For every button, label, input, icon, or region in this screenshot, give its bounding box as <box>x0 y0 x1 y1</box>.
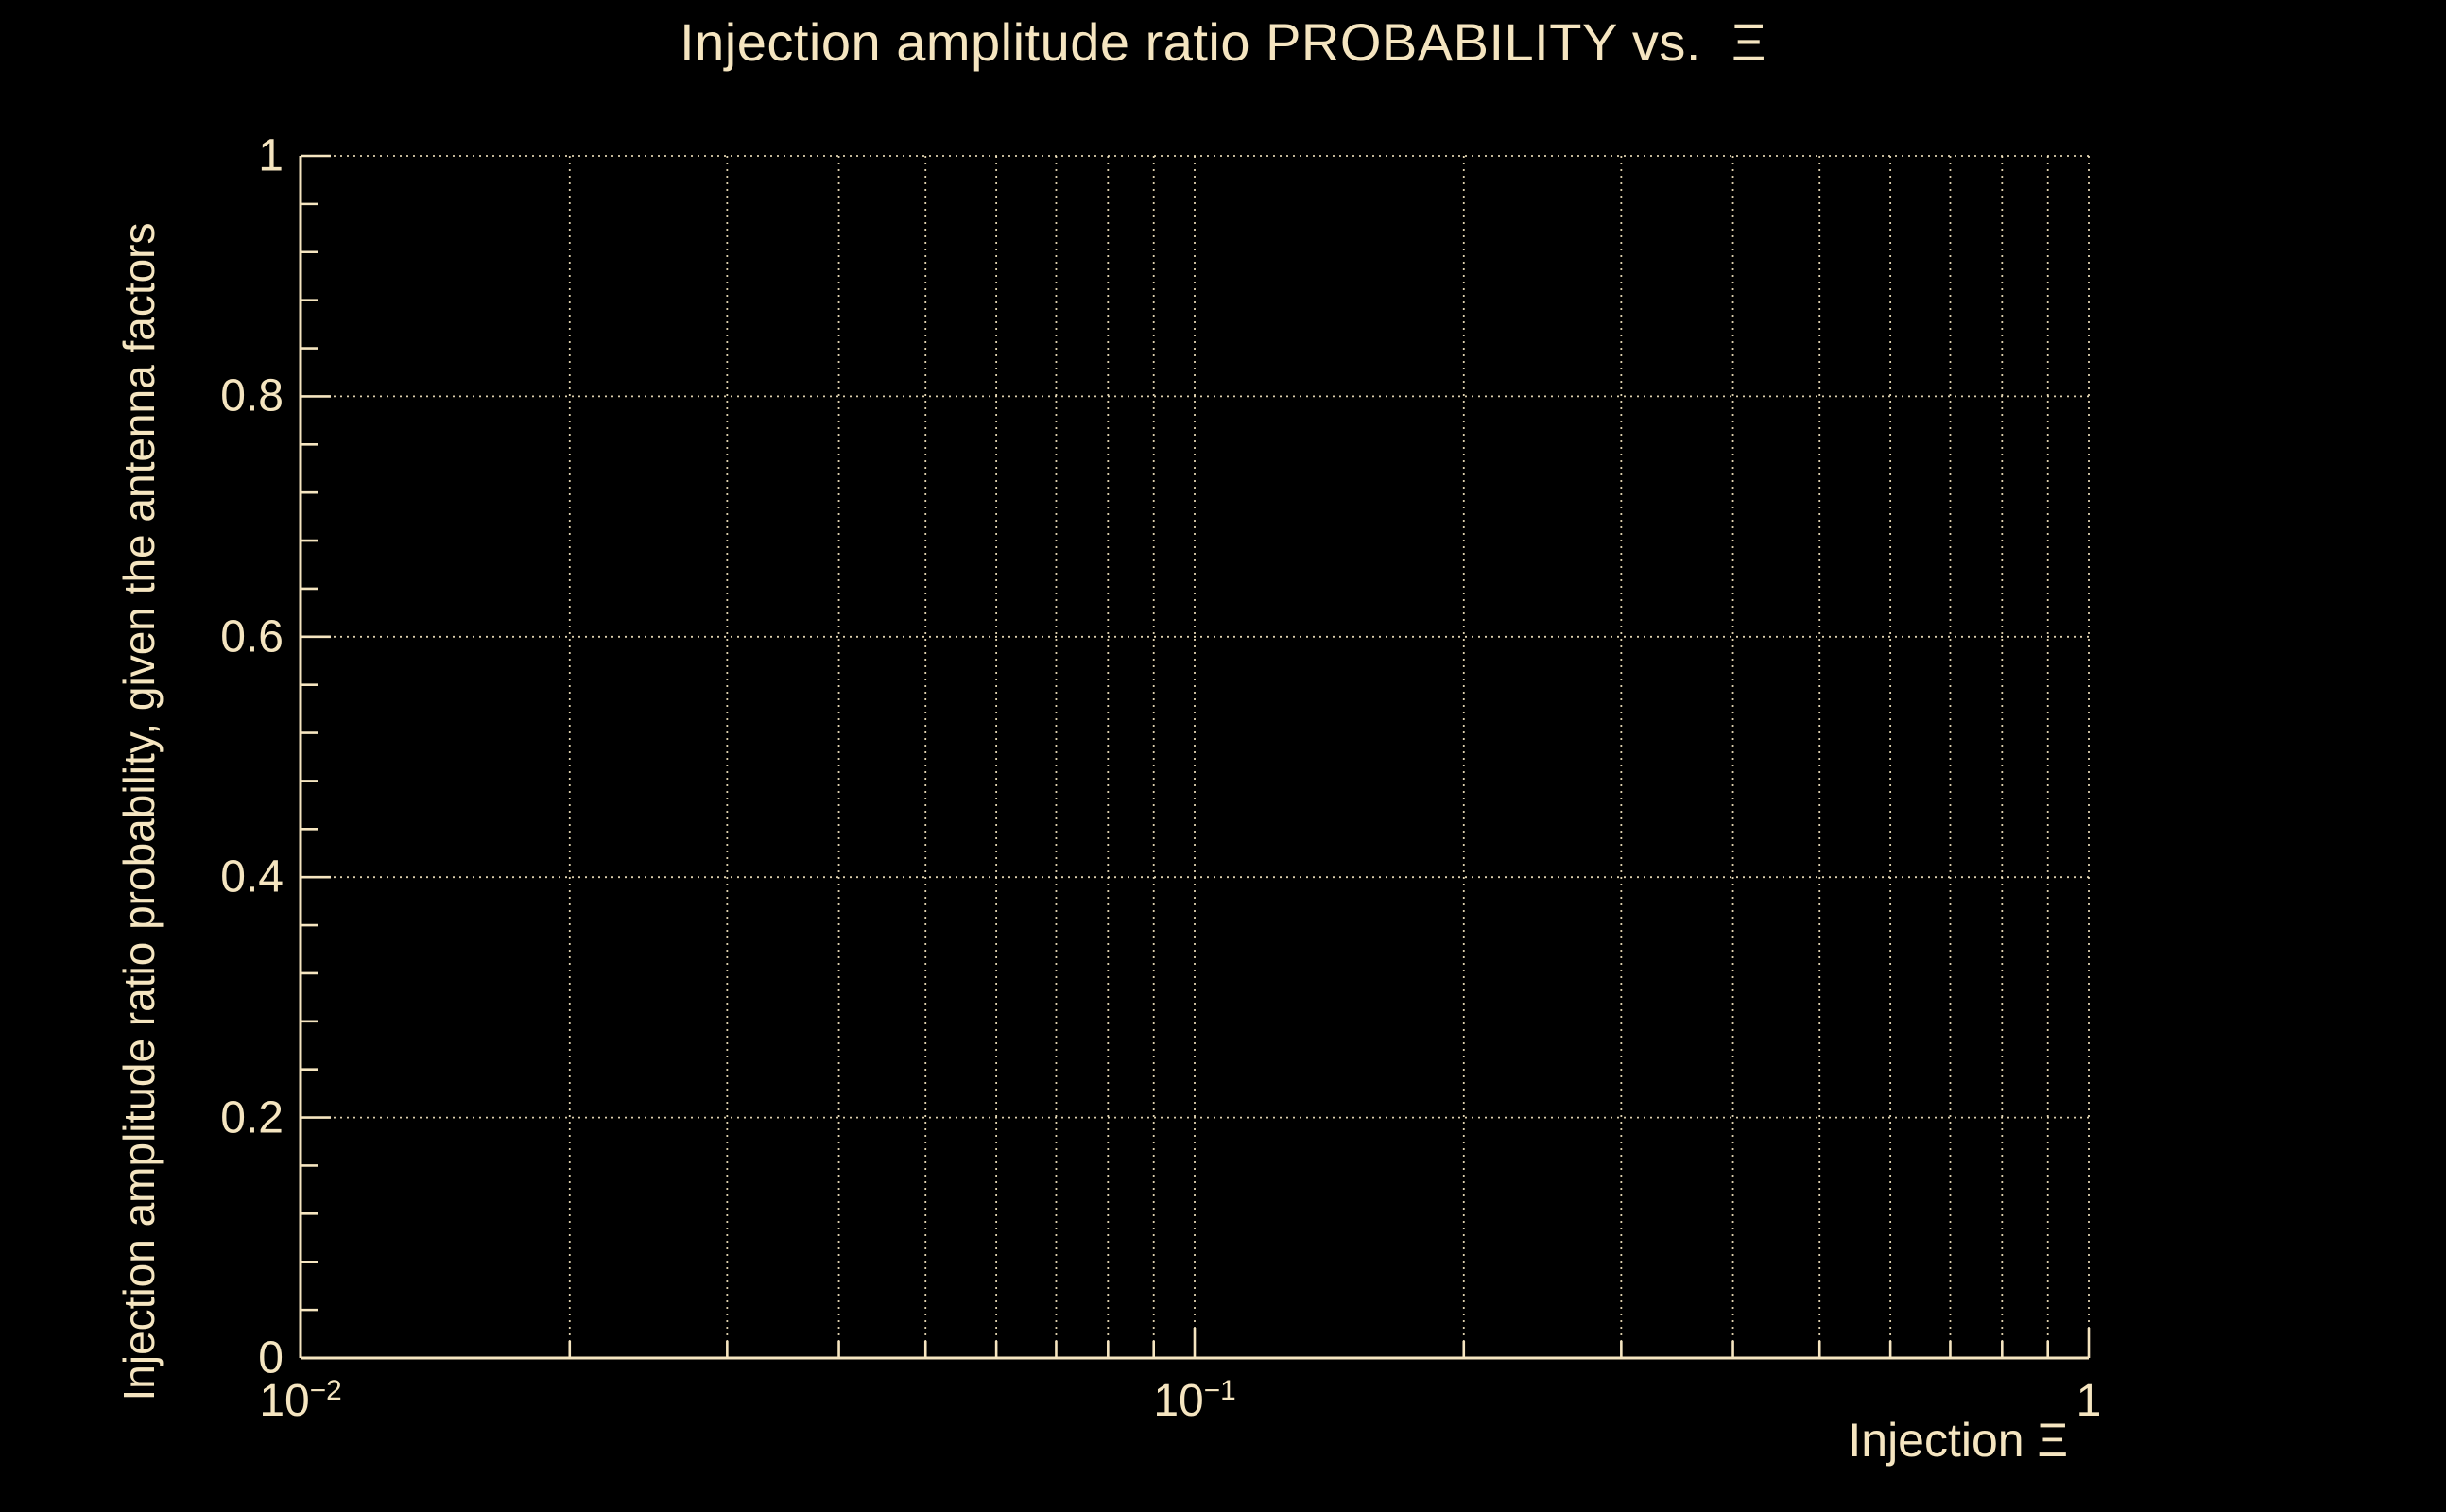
y-tick-label: 0 <box>258 1332 284 1383</box>
y-tick-label: 0.6 <box>220 611 284 662</box>
x-tick-label: 10−1 <box>1153 1375 1235 1427</box>
x-tick-exponent: −1 <box>1203 1375 1236 1406</box>
x-tick-base: 10 <box>259 1376 310 1426</box>
x-tick-base: 10 <box>1153 1376 1204 1426</box>
x-tick-label: 10−2 <box>259 1375 341 1427</box>
y-tick-label: 0.8 <box>220 370 284 421</box>
y-tick-label: 1 <box>258 130 284 181</box>
x-tick-base: 1 <box>2076 1376 2102 1426</box>
x-tick-label: 1 <box>2076 1375 2102 1427</box>
x-tick-exponent: −2 <box>309 1375 342 1406</box>
y-tick-label: 0.2 <box>220 1092 284 1143</box>
x-axis-title: Injection Ξ <box>1848 1414 2068 1467</box>
chart-title: Injection amplitude ratio PROBABILITY vs… <box>680 12 1766 72</box>
y-tick-label: 0.4 <box>220 851 284 902</box>
